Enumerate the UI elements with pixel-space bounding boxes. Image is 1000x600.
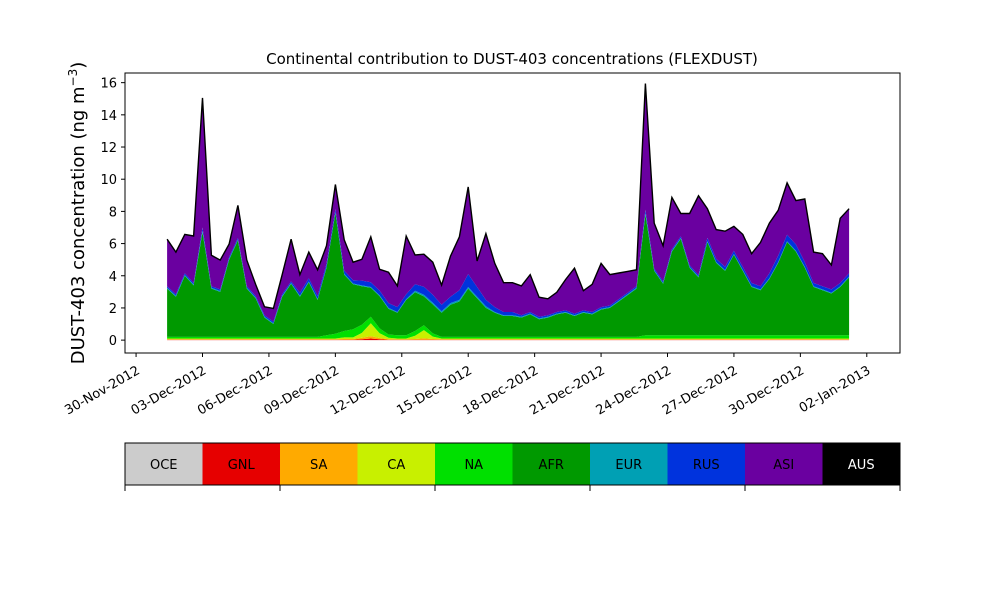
y-axis-label-end: )	[68, 62, 89, 69]
area-series-gnl	[167, 338, 850, 341]
y-tick-label: 8	[109, 205, 117, 220]
color-legend: OCE GNL SA CA NA AFR EUR RUS ASI AUS	[124, 442, 901, 491]
legend-swatch-gnl	[202, 443, 281, 485]
y-tick-label: 14	[100, 109, 117, 124]
area-series-afr	[167, 213, 850, 337]
legend-swatch-eur	[590, 443, 668, 485]
legend-label: GNL	[228, 458, 256, 473]
legend-swatch-rus	[667, 443, 746, 485]
legend-label: CA	[387, 458, 405, 473]
y-tick-label: 10	[100, 173, 117, 188]
legend-swatch-ca	[357, 443, 436, 485]
y-axis-label: DUST-403 concentration (ng m−3)	[66, 62, 89, 365]
y-tick-label: 0	[109, 334, 117, 349]
y-tick-label: 16	[100, 77, 117, 92]
y-axis: 0 2 4 6 8 10 12 14 16	[100, 77, 125, 349]
legend-label: AUS	[848, 458, 875, 473]
x-axis: 30-Nov-201203-Dec-201206-Dec-201209-Dec-…	[62, 353, 873, 418]
y-axis-label-superscript: −3	[66, 69, 80, 87]
area-series-na	[167, 316, 850, 339]
legend-label: SA	[310, 458, 327, 473]
legend-swatch-aus	[822, 443, 901, 485]
x-tick-label: 02-Jan-2013	[797, 363, 874, 416]
legend-label: OCE	[150, 458, 178, 473]
y-tick-label: 12	[100, 141, 117, 156]
y-tick-label: 6	[109, 238, 117, 253]
stacked-areas	[167, 83, 850, 341]
y-tick-label: 4	[109, 270, 117, 285]
y-axis-label-main: DUST-403 concentration (ng m	[68, 86, 89, 364]
legend-swatch-sa	[280, 443, 358, 485]
legend-label: NA	[464, 458, 483, 473]
area-series-sa	[167, 336, 850, 340]
legend-swatch-asi	[745, 443, 823, 485]
legend-swatch-oce	[125, 443, 203, 485]
y-tick-label: 2	[109, 302, 117, 317]
legend-frame	[124, 442, 901, 486]
plot-area	[124, 72, 901, 354]
total-line-group	[166, 83, 850, 310]
chart-title: Continental contribution to DUST-403 con…	[266, 50, 758, 68]
total-concentration-line	[166, 83, 850, 310]
legend-label: RUS	[693, 458, 720, 473]
legend-label: EUR	[615, 458, 642, 473]
plot-frame	[124, 72, 901, 354]
legend-swatch-na	[435, 443, 513, 485]
x-tick-label: 30-Dec-2012	[727, 363, 807, 418]
legend-label: AFR	[539, 458, 564, 473]
legend-label: ASI	[773, 458, 794, 473]
legend-swatch-afr	[512, 443, 591, 485]
